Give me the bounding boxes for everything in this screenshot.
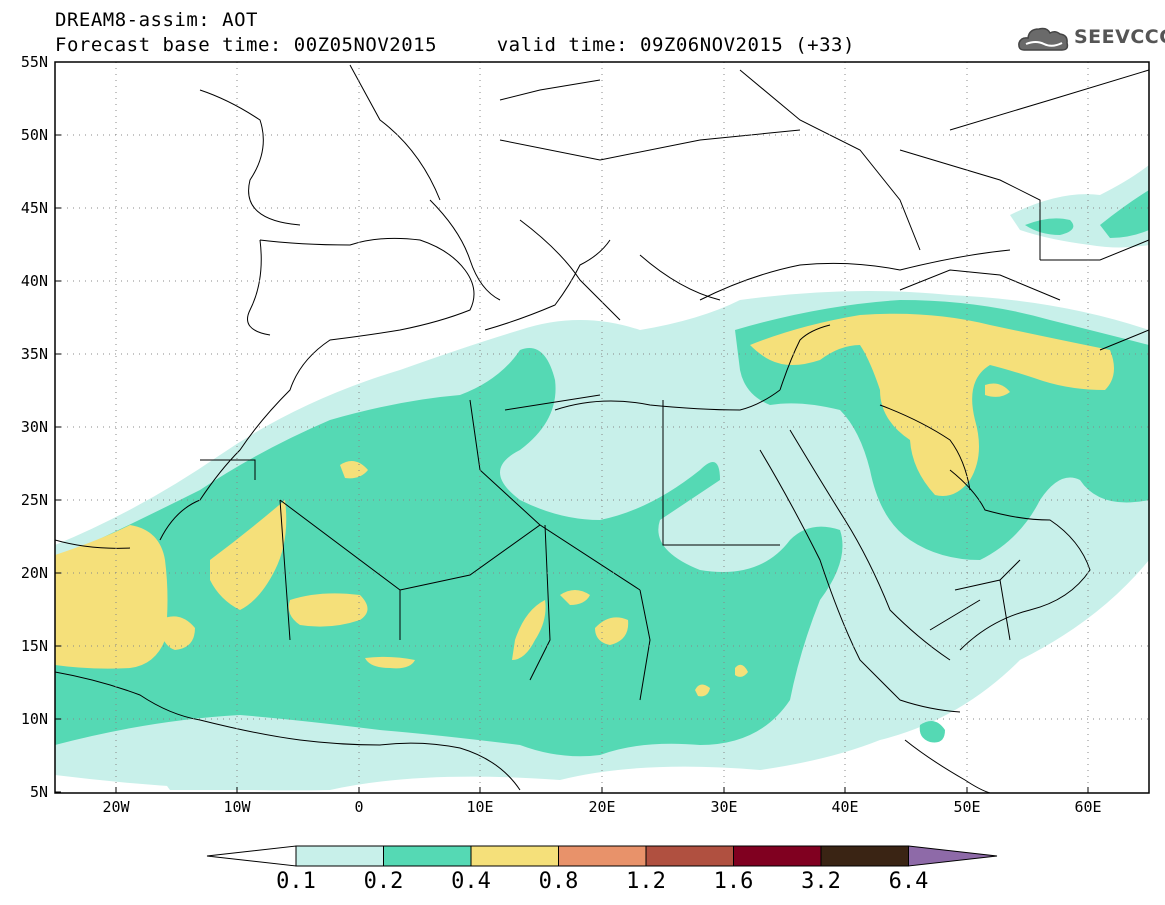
aot-map [54,61,1150,794]
lat-label: 10N [20,710,48,728]
lon-label: 0 [354,798,364,816]
colorbar-label: 1.6 [713,869,754,894]
map-title: DREAM8-assim: AOT [55,9,258,31]
lat-label: 30N [20,418,48,436]
lon-label: 60E [1074,798,1102,816]
aot-band-0.4-0.8 [55,313,1114,697]
seevccc-logo: SEEVCCC [1018,22,1165,56]
lat-label: 5N [29,783,48,801]
lon-label: 20E [588,798,616,816]
lon-label: 20W [102,798,130,816]
colorbar-label: 3.2 [801,869,841,894]
lat-label: 55N [20,53,48,71]
lat-lon-gridlines [55,62,1149,793]
colorbar-label: 0.1 [276,869,316,894]
colorbar-label: 1.2 [626,869,666,894]
lat-label: 45N [20,199,48,217]
lon-label: 30E [710,798,738,816]
logo-text: SEEVCCC [1074,26,1165,48]
lat-label: 20N [20,564,48,582]
lon-label: 10E [466,798,494,816]
lat-label: 50N [20,126,48,144]
cloud-logo-icon [1018,27,1069,51]
colorbar-label: 0.4 [451,869,491,894]
lat-label: 40N [20,272,48,290]
lat-label: 25N [20,491,48,509]
colorbar-label: 0.2 [363,869,404,894]
axis-ticks [55,61,1089,793]
forecast-time-subtitle: Forecast base time: 00Z05NOV2015 valid t… [55,34,855,56]
lon-label: 40E [831,798,859,816]
lon-label: 10W [223,798,251,816]
colorbar-label: 0.8 [538,869,579,894]
colorbar-label: 6.4 [888,869,929,894]
lon-label: 50E [953,798,981,816]
coastlines-and-borders [55,64,1149,793]
lat-label: 15N [20,637,48,655]
lat-label: 35N [20,345,48,363]
